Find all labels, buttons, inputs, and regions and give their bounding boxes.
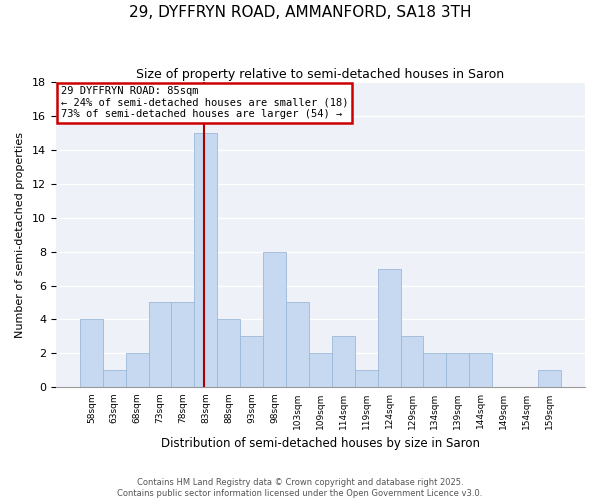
- Bar: [355, 370, 377, 388]
- Text: 29 DYFFRYN ROAD: 85sqm
← 24% of semi-detached houses are smaller (18)
73% of sem: 29 DYFFRYN ROAD: 85sqm ← 24% of semi-det…: [61, 86, 349, 120]
- X-axis label: Distribution of semi-detached houses by size in Saron: Distribution of semi-detached houses by …: [161, 437, 480, 450]
- Bar: [172, 302, 194, 388]
- Title: Size of property relative to semi-detached houses in Saron: Size of property relative to semi-detach…: [136, 68, 505, 80]
- Bar: [240, 336, 263, 388]
- Bar: [149, 302, 172, 388]
- Bar: [332, 336, 355, 388]
- Bar: [194, 132, 217, 388]
- Bar: [401, 336, 424, 388]
- Bar: [424, 354, 446, 388]
- Text: Contains HM Land Registry data © Crown copyright and database right 2025.
Contai: Contains HM Land Registry data © Crown c…: [118, 478, 482, 498]
- Bar: [103, 370, 125, 388]
- Bar: [80, 320, 103, 388]
- Bar: [469, 354, 492, 388]
- Bar: [377, 268, 401, 388]
- Y-axis label: Number of semi-detached properties: Number of semi-detached properties: [15, 132, 25, 338]
- Bar: [446, 354, 469, 388]
- Bar: [217, 320, 240, 388]
- Bar: [538, 370, 561, 388]
- Bar: [125, 354, 149, 388]
- Text: 29, DYFFRYN ROAD, AMMANFORD, SA18 3TH: 29, DYFFRYN ROAD, AMMANFORD, SA18 3TH: [129, 5, 471, 20]
- Bar: [286, 302, 309, 388]
- Bar: [263, 252, 286, 388]
- Bar: [309, 354, 332, 388]
